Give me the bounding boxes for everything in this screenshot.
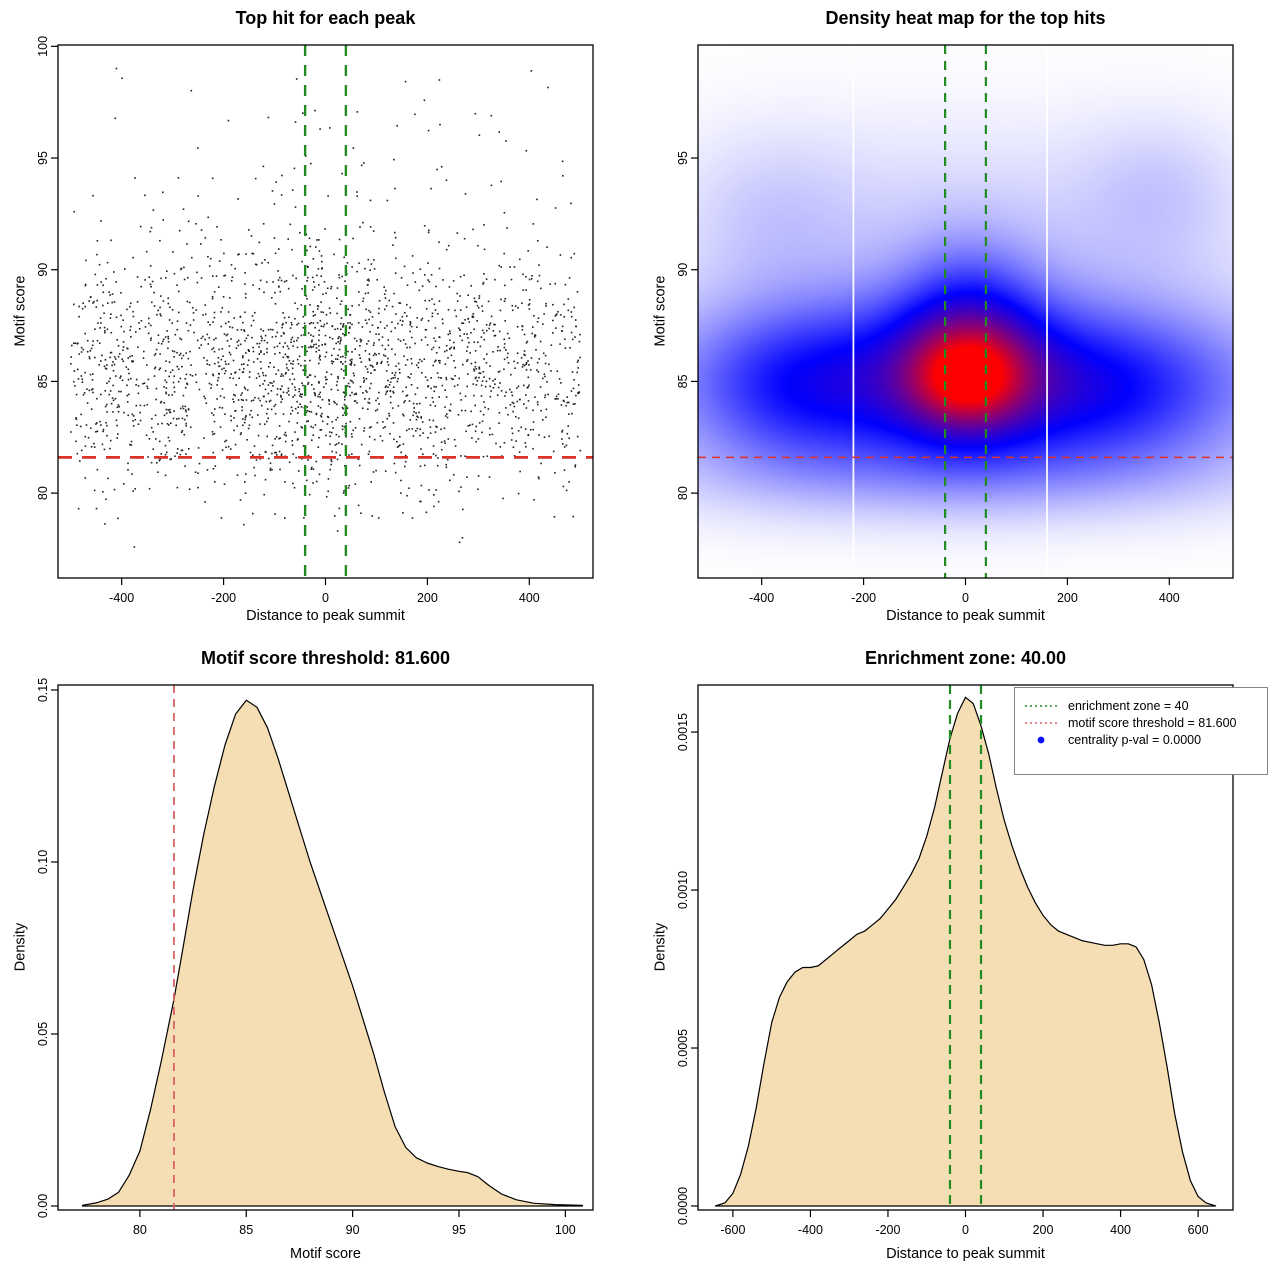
x-axis-title: Motif score bbox=[290, 1246, 361, 1262]
x-tick-label: 0 bbox=[322, 591, 329, 605]
legend-item-centrality-pval: centrality p-val = 0.0000 bbox=[1015, 731, 1267, 748]
x-tick-label: 95 bbox=[452, 1223, 466, 1237]
panel-title: Density heat map for the top hits bbox=[825, 8, 1106, 28]
distance-density-area bbox=[714, 696, 1217, 1207]
y-tick-label: 0.00 bbox=[36, 1194, 50, 1218]
y-tick-label: 0.0000 bbox=[676, 1187, 690, 1225]
panel-top-hit-scatter: -400 -200 0 200 400 80 85 90 95 100 Top hit for e… bbox=[0, 0, 640, 640]
panel-title: Top hit for each peak bbox=[235, 8, 416, 28]
y-tick-label: 80 bbox=[36, 486, 50, 500]
y-tick-label: 85 bbox=[36, 374, 50, 388]
y-tick-label: 100 bbox=[36, 36, 50, 57]
legend-label: centrality p-val = 0.0000 bbox=[1068, 732, 1202, 747]
panel-title: Motif score threshold: 81.600 bbox=[200, 648, 451, 668]
distance-density-plot: -600 -400 -200 0 200 400 600 0.0000 0.0005 0.0010… bbox=[676, 684, 1234, 1237]
x-tick-label: 200 bbox=[1057, 591, 1078, 605]
plot-box bbox=[57, 44, 594, 579]
legend-item-score-threshold: motif score threshold = 81.600 bbox=[1015, 714, 1267, 731]
x-axis-title: Distance to peak summit bbox=[886, 608, 1045, 624]
legend-label: enrichment zone = 40 bbox=[1068, 698, 1189, 713]
plot-box bbox=[57, 684, 594, 1211]
x-tick-label: 85 bbox=[239, 1223, 253, 1237]
x-tick-label: 0 bbox=[962, 591, 969, 605]
y-tick-label: 85 bbox=[676, 374, 690, 388]
green-dotted-line-icon bbox=[1025, 704, 1057, 707]
panel-density-heatmap: -400 -200 0 200 400 80 85 90 95 Density heat map… bbox=[640, 0, 1280, 640]
y-axis-title: Density bbox=[652, 922, 669, 972]
y-tick-label: 90 bbox=[676, 263, 690, 277]
scatter-points bbox=[70, 67, 582, 548]
x-tick-label: 400 bbox=[1159, 591, 1180, 605]
x-tick-label: -200 bbox=[211, 591, 236, 605]
heatmap-canvas bbox=[698, 45, 1233, 578]
y-tick-label: 0.0005 bbox=[676, 1029, 690, 1067]
legend-label: motif score threshold = 81.600 bbox=[1068, 715, 1237, 730]
legend: enrichment zone = 40 motif score thresho… bbox=[1014, 687, 1268, 775]
x-tick-label: -400 bbox=[749, 591, 774, 605]
y-tick-label: 95 bbox=[676, 151, 690, 165]
y-axis-title: Motif score bbox=[12, 275, 29, 347]
y-axis-title: Motif score bbox=[652, 275, 669, 347]
x-axis-title: Distance to peak summit bbox=[246, 608, 405, 624]
panel-distance-density: -600 -400 -200 0 200 400 600 0.0000 0.0005 0.0010… bbox=[640, 640, 1280, 1280]
x-tick-label: 200 bbox=[1033, 1223, 1054, 1237]
y-tick-label: 0.05 bbox=[36, 1022, 50, 1046]
y-tick-label: 0.10 bbox=[36, 850, 50, 874]
legend-item-enrichment-zone: enrichment zone = 40 bbox=[1015, 697, 1267, 714]
x-tick-label: -400 bbox=[109, 591, 134, 605]
scatter-plot: -400 -200 0 200 400 80 85 90 95 100 bbox=[36, 36, 594, 605]
y-tick-label: 0.15 bbox=[36, 678, 50, 702]
score-density-plot: 80 85 90 95 100 0.00 0.05 0.10 0.15 bbox=[36, 678, 594, 1237]
red-dotted-line-icon bbox=[1025, 721, 1057, 724]
y-tick-label: 0.0010 bbox=[676, 871, 690, 909]
x-tick-label: -200 bbox=[851, 591, 876, 605]
panel-motif-score-density: 80 85 90 95 100 0.00 0.05 0.10 0.15 Motif score … bbox=[0, 640, 640, 1280]
panel-title: Enrichment zone: 40.00 bbox=[864, 648, 1067, 668]
heatmap-overlay: -400 -200 0 200 400 80 85 90 95 bbox=[676, 44, 1234, 605]
blue-dot-icon bbox=[1037, 736, 1045, 743]
score-density-area bbox=[81, 699, 583, 1207]
x-tick-label: -600 bbox=[720, 1223, 745, 1237]
x-tick-label: 100 bbox=[555, 1223, 576, 1237]
x-tick-label: 600 bbox=[1188, 1223, 1209, 1237]
y-tick-label: 80 bbox=[676, 486, 690, 500]
y-tick-label: 90 bbox=[36, 263, 50, 277]
x-tick-label: 200 bbox=[417, 591, 438, 605]
x-tick-label: 80 bbox=[133, 1223, 147, 1237]
x-tick-label: 90 bbox=[346, 1223, 360, 1237]
x-axis-title: Distance to peak summit bbox=[886, 1246, 1045, 1262]
y-tick-label: 0.0015 bbox=[676, 713, 690, 751]
x-tick-label: 400 bbox=[1110, 1223, 1131, 1237]
x-tick-label: 400 bbox=[519, 591, 540, 605]
plot-box bbox=[697, 44, 1234, 579]
x-tick-label: -400 bbox=[798, 1223, 823, 1237]
x-tick-label: 0 bbox=[962, 1223, 969, 1237]
y-tick-label: 95 bbox=[36, 151, 50, 165]
y-axis-title: Density bbox=[12, 922, 29, 972]
x-tick-label: -200 bbox=[875, 1223, 900, 1237]
